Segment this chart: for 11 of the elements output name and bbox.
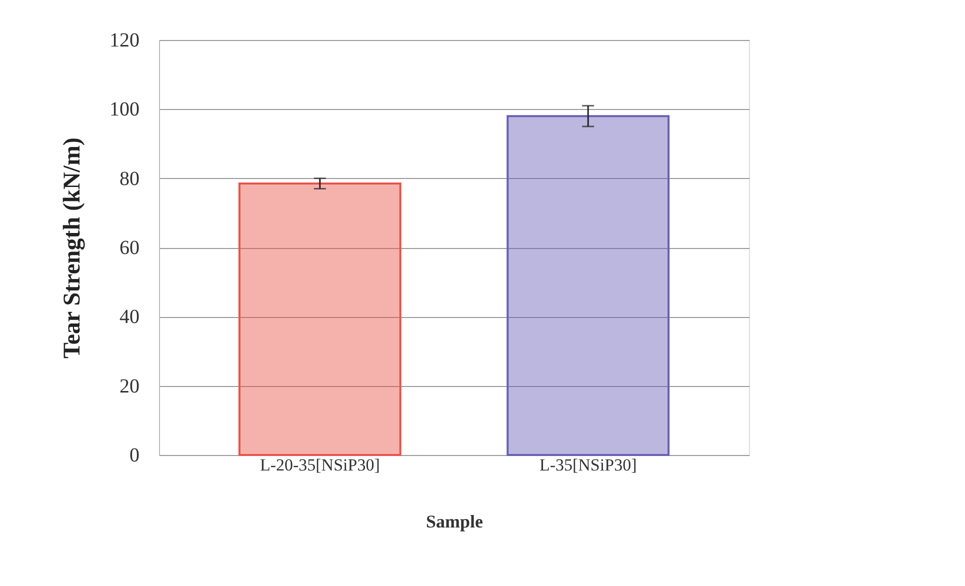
y-tick-label: 0 [130, 444, 140, 466]
y-tick-label: 40 [120, 306, 140, 328]
y-tick-label: 120 [110, 30, 140, 52]
y-tick-label: 60 [120, 237, 140, 259]
y-tick-label: 80 [120, 168, 140, 190]
y-axis-title: Tear Strength (kN/m) [60, 138, 86, 358]
x-axis-title: Sample [426, 512, 484, 532]
x-tick-label: L-20-35[NSiP30] [260, 456, 380, 474]
y-tick-label: 20 [120, 375, 140, 398]
y-tick-label: 100 [110, 98, 140, 121]
x-tick-label: L-35[NSiP30] [539, 456, 637, 474]
